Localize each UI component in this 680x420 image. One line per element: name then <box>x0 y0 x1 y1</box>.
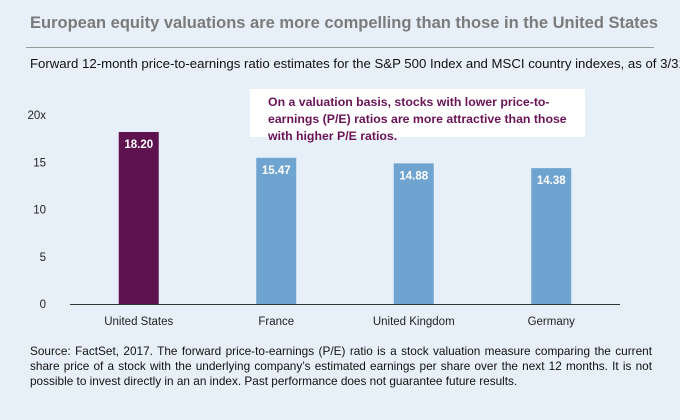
y-tick-label: 10 <box>33 205 46 217</box>
y-tick-label: 15 <box>33 157 46 169</box>
bar-germany <box>531 168 572 304</box>
x-tick-label: Germany <box>528 316 576 328</box>
x-tick-label: France <box>258 316 294 328</box>
bar-united-states <box>118 132 159 304</box>
chart-title: European equity valuations are more comp… <box>30 14 659 32</box>
bar-value-label: 18.20 <box>124 139 153 151</box>
bars-group: 18.20 15.47 14.88 14.38 <box>118 132 572 304</box>
bar-value-label: 14.88 <box>399 170 428 182</box>
x-axis: United States France United Kingdom Germany <box>104 316 575 328</box>
title-divider <box>26 47 654 48</box>
y-tick-label: 0 <box>40 299 46 311</box>
callout-note: On a valuation basis, stocks with lower … <box>250 89 585 143</box>
bar-value-label: 14.38 <box>537 175 566 187</box>
bar-chart: 0 5 10 15 20x 18.20 15.47 14.88 14.38 United St… <box>27 110 620 328</box>
y-tick-label: 5 <box>40 252 46 264</box>
y-tick-label: 20x <box>27 110 46 122</box>
x-tick-label: United Kingdom <box>373 316 455 328</box>
bar-france <box>256 157 297 304</box>
bar-value-label: 15.47 <box>262 165 291 177</box>
bar-united-kingdom <box>393 163 434 304</box>
y-axis: 0 5 10 15 20x <box>27 110 46 311</box>
x-tick-label: United States <box>104 316 173 328</box>
source-footnote: Source: FactSet, 2017. The forward price… <box>30 344 652 388</box>
chart-subtitle: Forward 12-month price-to-earnings ratio… <box>30 56 680 71</box>
